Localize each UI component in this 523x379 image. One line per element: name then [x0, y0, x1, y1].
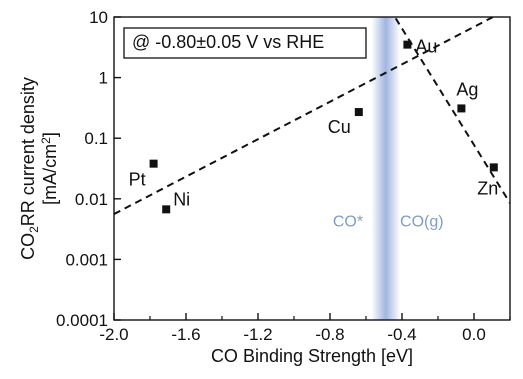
y-axis-title-line2-sup: 2 [39, 137, 53, 144]
y-tick-label: 10 [89, 8, 108, 27]
region-label-adsorbed: CO* [333, 213, 363, 230]
data-label-ag: Ag [456, 79, 478, 99]
data-point-cu [354, 108, 363, 117]
data-point-au [403, 40, 412, 49]
data-point-pt [149, 159, 158, 168]
region-label-gas: CO(g) [400, 213, 444, 230]
y-axis-title-line2-prefix: [mA/cm [40, 144, 60, 205]
fit-line-2 [393, 17, 510, 204]
data-label-ni: Ni [173, 189, 190, 209]
data-point-ag [457, 104, 466, 113]
y-tick-label: 0.001 [65, 250, 108, 269]
data-points: Pt Ni Cu Au Ag Zn [129, 37, 498, 214]
x-tick-label: -0.4 [387, 325, 416, 344]
x-axis-title: CO Binding Strength [eV] [211, 346, 413, 366]
annotation-box: @ -0.80±0.05 V vs RHE [123, 27, 367, 59]
region-labels: CO* CO(g) [333, 213, 444, 230]
y-tick-label: 0.1 [84, 129, 108, 148]
x-tick-label: -1.6 [171, 325, 200, 344]
fit-line-1 [114, 17, 496, 215]
y-axis-title-line1-suffix: RR current density [18, 77, 38, 226]
data-label-cu: Cu [328, 117, 351, 137]
plot-frame [113, 16, 511, 321]
data-label-zn: Zn [477, 178, 498, 198]
svg-text:[mA/cm2]: [mA/cm2] [39, 132, 60, 205]
svg-text:CO2RR current density: CO2RR current density [18, 77, 41, 260]
x-tick-label: -0.8 [315, 325, 344, 344]
annotation-text: @ -0.80±0.05 V vs RHE [132, 32, 324, 52]
y-tick-label: 0.0001 [56, 311, 108, 330]
data-label-pt: Pt [129, 170, 146, 190]
y-axis-title-line1-sub: 2 [27, 226, 41, 233]
y-axis-title: CO2RR current density [mA/cm2] [18, 77, 60, 260]
y-axis-ticks: 0.0001 0.001 0.01 0.1 1 10 [56, 8, 121, 330]
y-tick-label: 0.01 [75, 190, 108, 209]
data-label-au: Au [415, 37, 437, 57]
data-point-zn [489, 163, 498, 172]
y-axis-title-line2-suffix: ] [40, 132, 60, 137]
x-tick-label: -2.0 [99, 325, 128, 344]
y-axis-title-line1-prefix: CO [18, 233, 38, 260]
data-point-ni [162, 205, 171, 214]
x-axis-ticks: -2.0 -1.6 -1.2 -0.8 -0.4 0.0 [99, 313, 511, 344]
y-tick-label: 1 [99, 69, 108, 88]
x-tick-label: -1.2 [243, 325, 272, 344]
x-tick-label: 0.0 [462, 325, 486, 344]
co-binding-region-band [371, 17, 401, 320]
